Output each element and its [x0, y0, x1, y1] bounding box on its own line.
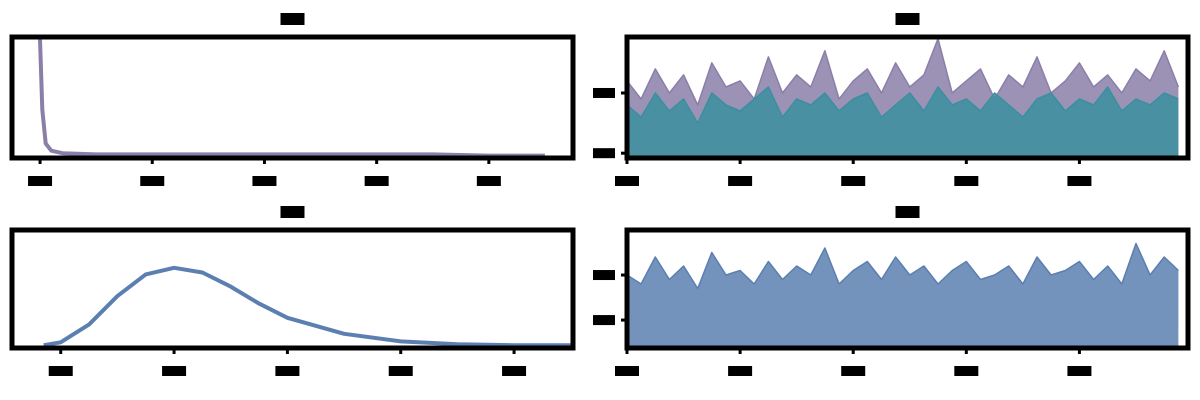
title-blob: [280, 13, 305, 25]
x-tick-label-blob: [48, 366, 73, 376]
y-tick-label-blob: [593, 87, 615, 98]
x-tick-label-blob: [476, 176, 501, 186]
x-tick-label-blob: [954, 366, 979, 376]
trace-area: [627, 87, 1179, 158]
series-line: [626, 86, 1179, 124]
y-tick-label-blob: [593, 270, 615, 281]
x-tick-label-blob: [28, 176, 53, 186]
x-tick-label-blob: [615, 176, 639, 186]
x-tick-label-blob: [1067, 366, 1092, 376]
x-tick-label-blob: [954, 176, 979, 186]
x-tick-label-blob: [502, 366, 527, 376]
series-line: [43, 265, 571, 348]
x-tick-label-blob: [162, 366, 187, 376]
x-tick-label-blob: [1067, 176, 1092, 186]
title-blob: [280, 206, 305, 218]
series-line: [626, 38, 1180, 106]
axes-frame: [9, 34, 576, 161]
title-blob: [895, 206, 920, 218]
x-tick-label-blob: [728, 366, 753, 376]
x-tick-label-blob: [364, 176, 389, 186]
x-tick-label-blob: [728, 176, 753, 186]
x-tick-label-blob: [615, 366, 639, 376]
y-tick-label-blob: [593, 148, 615, 159]
x-tick-label-blob: [841, 366, 866, 376]
x-tick-label-blob: [252, 176, 277, 186]
x-tick-label-blob: [388, 366, 413, 376]
y-tick-label-blob: [593, 315, 615, 326]
trace-area: [627, 243, 1179, 348]
axes-frame: [9, 227, 576, 351]
series-line: [38, 39, 545, 158]
title-blob: [895, 13, 920, 25]
x-tick-label-blob: [275, 366, 300, 376]
x-tick-label-blob: [841, 176, 866, 186]
axes-frame: [624, 227, 1191, 351]
x-tick-label-blob: [140, 176, 165, 186]
series-line: [626, 242, 1179, 290]
axes-frame: [624, 34, 1191, 161]
